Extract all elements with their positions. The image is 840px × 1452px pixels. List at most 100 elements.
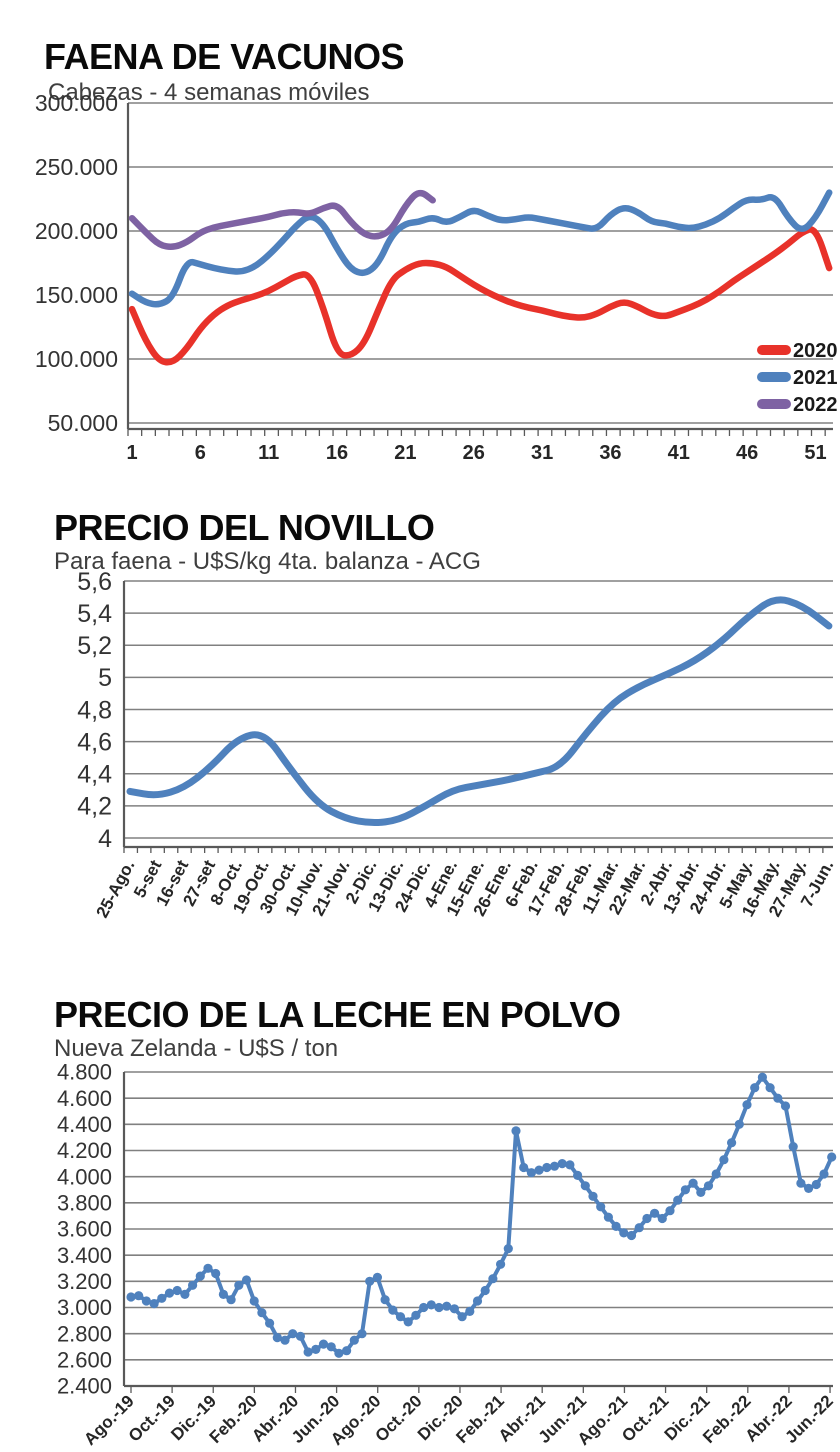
- series-Leche en polvo-marker: [249, 1296, 259, 1306]
- series-Leche en polvo-marker: [465, 1306, 475, 1316]
- x-tick-label: 51: [804, 442, 826, 464]
- y-tick-label: 4,4: [77, 761, 112, 789]
- series-Leche en polvo-marker: [796, 1178, 806, 1188]
- series-Leche en polvo-marker: [534, 1165, 544, 1175]
- y-tick-label: 150.000: [35, 282, 118, 308]
- series-Leche en polvo-marker: [650, 1208, 660, 1218]
- series-Leche en polvo-marker: [265, 1318, 275, 1328]
- series-Leche en polvo-marker: [750, 1083, 760, 1093]
- y-tick-label: 5,6: [77, 568, 112, 596]
- x-tick-label: 36: [599, 442, 621, 464]
- x-tick-label: 46: [736, 442, 758, 464]
- series-Leche en polvo-marker: [434, 1302, 444, 1313]
- series-Leche en polvo-marker: [773, 1093, 783, 1103]
- series-Leche en polvo-marker: [164, 1288, 175, 1298]
- y-tick-label: 2.800: [57, 1321, 112, 1346]
- series-Leche en polvo-marker: [503, 1244, 513, 1254]
- series-Leche en polvo-marker: [472, 1296, 483, 1306]
- series-Leche en polvo-marker: [804, 1183, 814, 1193]
- x-tick-label: 16: [326, 442, 348, 464]
- series-Leche en polvo-marker: [588, 1191, 598, 1201]
- y-tick-label: 5: [98, 664, 112, 692]
- x-tick-label: 31: [531, 442, 553, 464]
- series-Precio del novillo-line: [126, 596, 833, 827]
- y-tick-label: 3.400: [57, 1243, 112, 1268]
- series-Leche en polvo-marker: [326, 1342, 336, 1352]
- y-tick-label: 4.200: [57, 1138, 112, 1163]
- y-tick-label: 3.800: [57, 1191, 112, 1216]
- series-Leche en polvo-marker: [488, 1274, 498, 1284]
- series-Leche en polvo-marker: [680, 1185, 691, 1195]
- series-Leche en polvo-marker: [388, 1305, 398, 1315]
- x-tick-label: Ago.-19: [80, 1391, 138, 1449]
- y-tick-label: 250.000: [35, 154, 118, 180]
- series-Leche en polvo-marker: [195, 1271, 205, 1281]
- legend-label-2022: 2022: [793, 394, 838, 416]
- series-Leche en polvo-marker: [526, 1168, 537, 1178]
- series-Leche en polvo-marker: [295, 1331, 305, 1341]
- series-Leche en polvo-marker: [288, 1329, 298, 1339]
- series-Leche en polvo-marker: [318, 1339, 329, 1349]
- series-Leche en polvo-marker: [395, 1312, 406, 1322]
- x-tick-label: 6: [195, 442, 206, 464]
- series-Leche en polvo-marker: [673, 1195, 683, 1205]
- series-Leche en polvo-marker: [765, 1083, 775, 1093]
- series-Leche en polvo-marker: [303, 1347, 313, 1357]
- leche-chart-canvas: 2.4002.6002.8003.0003.2003.4003.6003.800…: [57, 1060, 837, 1449]
- faena-chart-subtitle: Cabezas - 4 semanas móviles: [48, 79, 370, 106]
- series-Leche en polvo-marker: [688, 1178, 698, 1188]
- y-tick-label: 2.400: [57, 1374, 112, 1399]
- series-2022-line: [128, 189, 436, 251]
- series-Leche en polvo-marker: [419, 1302, 429, 1313]
- legend-label-2020: 2020: [793, 340, 838, 362]
- novillo-chart-subtitle: Para faena - U$S/kg 4ta. balanza - ACG: [54, 548, 481, 575]
- legend-swatch-2022: [757, 399, 791, 409]
- series-Leche en polvo-marker: [372, 1272, 382, 1282]
- y-tick-label: 5,4: [77, 600, 112, 628]
- series-Leche en polvo-marker: [180, 1289, 190, 1299]
- series-Leche en polvo-marker: [380, 1295, 390, 1305]
- series-Leche en polvo-marker: [480, 1285, 490, 1296]
- series-Leche en polvo-marker: [811, 1179, 821, 1190]
- x-tick-label: 1: [126, 442, 137, 464]
- y-tick-label: 3.000: [57, 1295, 112, 1320]
- series-Leche en polvo-marker: [603, 1212, 614, 1222]
- y-tick-label: 4.400: [57, 1112, 112, 1137]
- legend-label-2021: 2021: [793, 367, 838, 389]
- series-Leche en polvo-marker: [565, 1160, 575, 1170]
- y-tick-label: 4.800: [57, 1060, 112, 1085]
- series-Leche en polvo-marker: [696, 1187, 706, 1197]
- y-tick-label: 4: [98, 825, 112, 853]
- series-Leche en polvo-marker: [619, 1228, 629, 1238]
- series-Leche en polvo-marker: [780, 1101, 791, 1111]
- x-tick-label: Oct.-20: [371, 1391, 425, 1445]
- series-Leche en polvo-marker: [557, 1159, 567, 1169]
- y-tick-label: 300.000: [35, 90, 118, 116]
- series-Leche en polvo-marker: [580, 1181, 590, 1191]
- legend-swatch-2021: [757, 372, 791, 382]
- series-Leche en polvo-marker: [573, 1170, 583, 1180]
- novillo-chart-title: PRECIO DEL NOVILLO: [54, 506, 435, 548]
- series-Leche en polvo-marker: [134, 1291, 144, 1301]
- series-Leche en polvo-marker: [311, 1344, 321, 1354]
- series-Leche en polvo-marker: [141, 1296, 151, 1306]
- series-Leche en polvo-marker: [457, 1312, 467, 1322]
- series-Leche en polvo-marker: [226, 1295, 236, 1305]
- series-Leche en polvo-marker: [218, 1289, 228, 1299]
- x-tick-label: 21: [394, 442, 416, 464]
- series-Leche en polvo-marker: [742, 1100, 752, 1110]
- y-tick-label: 100.000: [35, 346, 118, 372]
- y-tick-label: 5,2: [77, 632, 112, 660]
- series-2021-line: [128, 189, 833, 308]
- series-Leche en polvo-marker: [819, 1169, 829, 1179]
- series-Leche en polvo-marker: [172, 1285, 182, 1296]
- series-Leche en polvo-marker: [827, 1152, 837, 1162]
- series-Leche en polvo-line: [129, 1075, 834, 1356]
- y-tick-label: 4,8: [77, 696, 112, 724]
- series-Leche en polvo-marker: [126, 1292, 136, 1302]
- series-Leche en polvo-marker: [611, 1221, 621, 1231]
- x-tick-label: 11: [258, 442, 279, 464]
- series-Leche en polvo-marker: [149, 1299, 159, 1309]
- series-Leche en polvo-marker: [334, 1348, 344, 1358]
- series-Leche en polvo-marker: [157, 1293, 167, 1303]
